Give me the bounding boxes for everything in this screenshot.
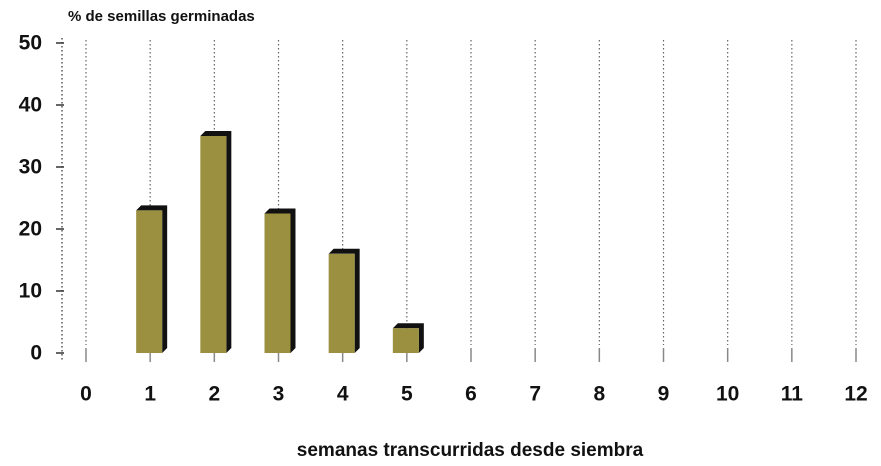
bar: [200, 136, 227, 353]
bar: [264, 213, 291, 353]
x-axis-label: semanas transcurridas desde siembra: [297, 440, 644, 461]
y-tick-label: 20: [19, 218, 42, 241]
y-tick-label: 10: [19, 280, 42, 303]
x-tick-label: 3: [273, 383, 285, 406]
bar-shadow: [200, 131, 232, 353]
bar: [392, 328, 419, 353]
x-tick-label: 1: [144, 383, 156, 406]
bar-shadow: [328, 248, 360, 353]
x-tick-label: 8: [593, 383, 605, 406]
chart-title: % de semillas germinadas: [68, 8, 255, 25]
bar-shadow: [136, 205, 168, 353]
y-tick-label: 50: [19, 32, 42, 55]
bar-shadow: [392, 323, 424, 353]
x-tick-label: 11: [781, 383, 804, 406]
bar: [136, 210, 163, 353]
x-tick-label: 9: [658, 383, 670, 406]
x-tick-label: 5: [401, 383, 413, 406]
bar-shadow: [264, 208, 296, 353]
bar: [328, 253, 355, 353]
x-tick-label: 12: [844, 383, 867, 406]
x-tick-label: 2: [208, 383, 220, 406]
y-tick-label: 40: [19, 94, 42, 117]
y-tick-label: 0: [30, 342, 42, 365]
x-tick-label: 4: [337, 383, 349, 406]
y-tick-label: 30: [19, 156, 42, 179]
x-tick-label: 0: [80, 383, 92, 406]
x-tick-label: 6: [465, 383, 477, 406]
x-tick-label: 10: [716, 383, 739, 406]
x-tick-label: 7: [529, 383, 541, 406]
